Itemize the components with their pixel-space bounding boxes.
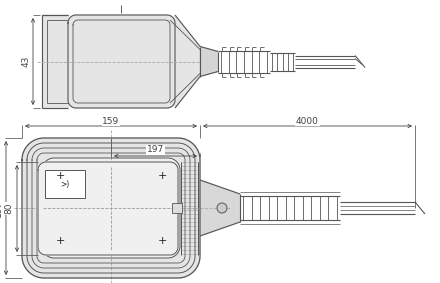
Polygon shape bbox=[42, 158, 180, 258]
Polygon shape bbox=[68, 15, 175, 108]
Text: 159: 159 bbox=[103, 117, 120, 125]
Polygon shape bbox=[200, 180, 240, 236]
Text: +: + bbox=[158, 236, 167, 246]
Text: 4000: 4000 bbox=[296, 117, 319, 125]
Text: 80: 80 bbox=[4, 203, 14, 214]
Text: +: + bbox=[55, 236, 65, 246]
Bar bbox=[172, 203, 182, 213]
Circle shape bbox=[217, 203, 227, 213]
Text: +: + bbox=[158, 171, 167, 181]
Text: +: + bbox=[55, 171, 65, 181]
Polygon shape bbox=[22, 138, 200, 278]
Polygon shape bbox=[175, 15, 200, 108]
Polygon shape bbox=[200, 46, 218, 76]
Text: 197: 197 bbox=[147, 145, 164, 155]
Text: 197: 197 bbox=[0, 200, 3, 216]
Polygon shape bbox=[38, 162, 178, 255]
Bar bbox=[45, 170, 85, 198]
Text: 43: 43 bbox=[22, 56, 30, 67]
Text: >): >) bbox=[60, 179, 70, 188]
Polygon shape bbox=[42, 15, 68, 108]
